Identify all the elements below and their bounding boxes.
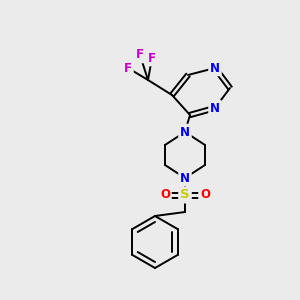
Text: N: N [180,172,190,184]
Text: O: O [160,188,170,202]
Text: O: O [200,188,210,202]
Text: N: N [180,125,190,139]
Text: F: F [148,52,156,64]
Text: F: F [136,49,144,62]
Text: F: F [124,61,132,74]
Text: N: N [210,61,220,74]
Text: S: S [180,188,190,202]
Text: N: N [210,101,220,115]
